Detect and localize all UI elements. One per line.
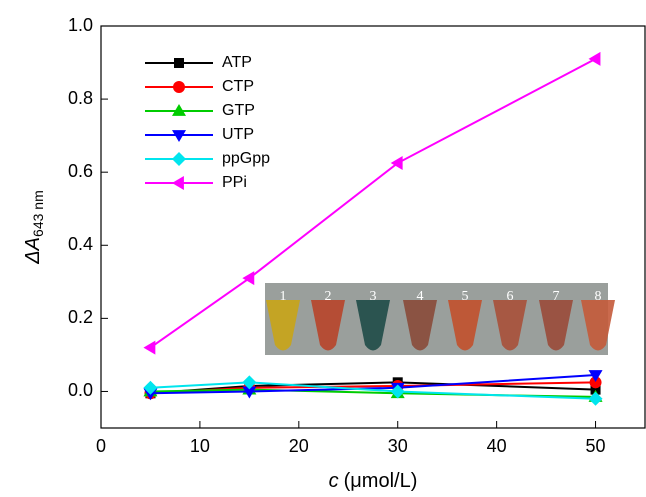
- x-label-var: c: [329, 470, 339, 492]
- tube-label: 1: [280, 289, 287, 304]
- x-tick-label: 20: [289, 436, 309, 456]
- tube-label: 3: [370, 289, 377, 304]
- marker: [172, 104, 186, 116]
- series-line: [150, 381, 596, 400]
- marker: [242, 386, 257, 399]
- tube: [403, 300, 437, 351]
- marker: [390, 384, 405, 399]
- y-tick-label: 0.6: [68, 161, 93, 181]
- tube-label: 7: [553, 289, 560, 304]
- tube-label: 8: [595, 289, 602, 304]
- y-tick-label: 0.8: [68, 88, 93, 108]
- marker: [174, 58, 184, 68]
- plot-frame: [100, 25, 646, 429]
- marker: [172, 130, 186, 142]
- legend-label: CTP: [222, 78, 254, 95]
- marker: [172, 152, 186, 166]
- legend-label: UTP: [222, 126, 254, 143]
- legend-label: ATP: [222, 54, 252, 71]
- marker: [588, 391, 603, 406]
- legend-label: ppGpp: [222, 150, 270, 167]
- x-axis-label: c (μmol/L): [329, 470, 418, 492]
- marker: [143, 340, 156, 355]
- marker: [173, 81, 185, 93]
- marker: [242, 271, 255, 286]
- y-label-main: ΔA: [22, 237, 44, 265]
- marker: [588, 51, 601, 66]
- marker: [242, 375, 257, 390]
- x-tick-label: 10: [190, 436, 210, 456]
- y-axis-label: ΔA643 nm: [22, 190, 45, 264]
- marker: [588, 370, 603, 383]
- x-tick-label: 0: [96, 436, 106, 456]
- tube: [356, 300, 390, 351]
- inset-photo: 1 2 3 4 5 6 7 8: [265, 283, 615, 355]
- legend-label: GTP: [222, 102, 255, 119]
- marker: [172, 176, 184, 190]
- marker: [589, 376, 602, 389]
- tube: [493, 300, 527, 351]
- tube-label: 5: [462, 289, 469, 304]
- marker: [143, 380, 158, 395]
- x-tick-label: 30: [388, 436, 408, 456]
- marker: [390, 156, 403, 171]
- y-tick-label: 1.0: [68, 15, 93, 35]
- tube-label: 2: [325, 289, 332, 304]
- y-tick-label: 0.2: [68, 307, 93, 327]
- y-tick-label: 0.4: [68, 234, 93, 254]
- x-label-unit: (μmol/L): [344, 470, 418, 492]
- tube: [539, 300, 573, 351]
- x-tick-label: 50: [586, 436, 606, 456]
- tube: [311, 300, 345, 351]
- tube-label: 4: [417, 289, 424, 304]
- y-label-sub: 643 nm: [30, 190, 46, 237]
- series-line: [150, 374, 596, 395]
- tube: [448, 300, 482, 351]
- series-line: [149, 58, 597, 349]
- y-tick-label: 0.0: [68, 380, 93, 400]
- tube: [581, 300, 615, 351]
- legend-label: PPi: [222, 174, 247, 191]
- tube-label: 6: [507, 289, 514, 304]
- marker: [590, 384, 601, 395]
- tube: [266, 300, 300, 351]
- x-tick-label: 40: [487, 436, 507, 456]
